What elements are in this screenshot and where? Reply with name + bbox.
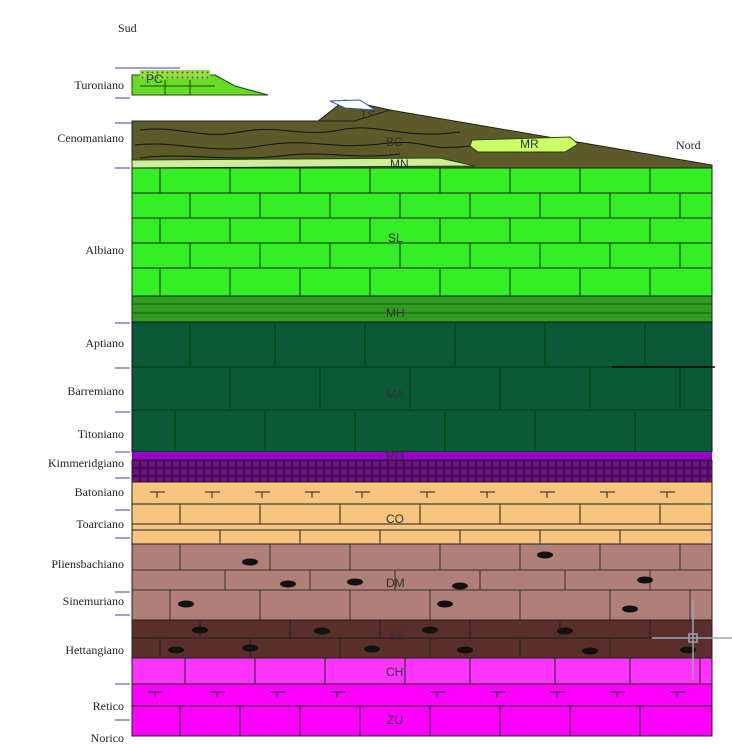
unit-label-ma: MA	[386, 387, 404, 401]
stage-label-titoniano: Titoniano	[78, 427, 124, 441]
stage-label-albiano: Albiano	[85, 243, 124, 257]
unit-label-ch: CH	[386, 665, 403, 679]
unit-ro	[131, 452, 713, 483]
south-label: Sud	[118, 21, 137, 35]
stage-separators	[115, 67, 180, 721]
unit-label-se: SE	[389, 629, 405, 643]
unit-label-bc: BC	[386, 135, 403, 149]
unit-dm	[131, 543, 713, 621]
unit-label-dm: DM	[386, 576, 405, 590]
unit-label-mr: MR	[520, 137, 539, 151]
stage-label-sinemuriano: Sinemuriano	[63, 594, 124, 608]
crosshair-cursor-icon	[652, 600, 732, 680]
unit-label-mh: MH	[386, 306, 405, 320]
stage-label-turoniano: Turoniano	[74, 78, 124, 92]
unit-label-ro: RO	[386, 449, 404, 463]
north-label: Nord	[676, 138, 701, 152]
unit-pc	[131, 70, 269, 96]
unit-mr	[469, 136, 579, 153]
unit-label-co: CO	[386, 512, 404, 526]
unit-label-zu: ZU	[387, 713, 403, 727]
unit-mn	[131, 157, 476, 169]
stage-label-barremiano: Barremiano	[67, 384, 124, 398]
unit-se	[131, 619, 713, 659]
unit-ma	[131, 321, 715, 453]
stage-label-cenomaniano: Cenomaniano	[57, 131, 124, 145]
unit-ch	[131, 657, 713, 685]
unit-label-pc: PC	[146, 72, 163, 86]
stage-label-batoniano: Batoniano	[75, 485, 124, 499]
unit-zu	[131, 683, 713, 737]
stage-label-toarciano: Toarciano	[76, 517, 124, 531]
unit-co	[131, 481, 713, 545]
unit-sl	[131, 167, 713, 297]
stage-label-kimmeridgiano: Kimmeridgiano	[48, 456, 124, 470]
unit-label-sl: SL	[388, 231, 403, 245]
stage-label-retico: Retico	[93, 699, 124, 713]
unit-mh	[131, 295, 713, 323]
stage-label-pliensbachiano: Pliensbachiano	[51, 557, 124, 571]
stage-label-hettangiano: Hettangiano	[65, 643, 124, 657]
stage-label-aptiano: Aptiano	[85, 336, 124, 350]
stage-label-norico: Norico	[91, 731, 124, 745]
